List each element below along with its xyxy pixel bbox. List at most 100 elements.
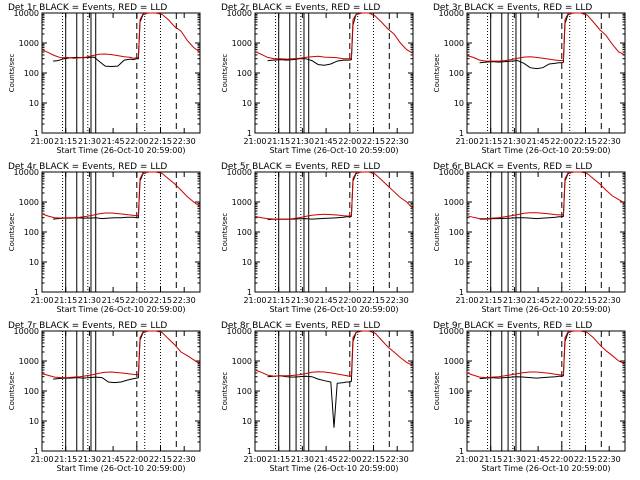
panel-7: Det 7r BLACK = Events, RED = LLD 1 10 100 10… [8, 321, 201, 473]
y-axis-label: Counts/sec [433, 54, 441, 93]
x-tick-label: 22:15 [574, 137, 597, 146]
x-tick-label: 21:45 [102, 455, 125, 464]
y-tick-label: 1000 [444, 39, 464, 48]
panel-title: Det 2r BLACK = Events, RED = LLD [221, 3, 380, 13]
y-tick-label: 10 [242, 99, 252, 108]
y-tick-label: 100 [449, 387, 464, 396]
series-events [53, 13, 147, 68]
y-tick-label: 100 [449, 69, 464, 78]
series-lld [466, 12, 626, 62]
panel-9: Det 9r BLACK = Events, RED = LLD 1 10 100 10… [433, 321, 626, 473]
y-tick-label: 100 [449, 228, 464, 237]
panel-1: Det 1r BLACK = Events, RED = LLD 1 10 100 10… [8, 3, 201, 155]
x-tick-label: 22:00 [338, 455, 361, 464]
y-tick-label: 100 [237, 69, 252, 78]
y-tick-label: 100 [237, 228, 252, 237]
x-axis-label: Start Time (26-Oct-10 20:59:00) [56, 305, 185, 314]
x-tick-label: 22:00 [550, 455, 573, 464]
x-tick-label: 22:00 [125, 455, 148, 464]
y-axis-label: Counts/sec [221, 372, 229, 411]
series-events [267, 172, 360, 221]
x-axis-label: Start Time (26-Oct-10 20:59:00) [269, 305, 398, 314]
y-tick-label: 1 [247, 447, 252, 456]
y-tick-label: 1 [247, 129, 252, 138]
series-lld [41, 330, 201, 379]
x-tick-label: 22:00 [125, 296, 148, 305]
x-tick-label: 21:15 [267, 296, 290, 305]
y-tick-label: 10 [29, 99, 39, 108]
x-tick-label: 22:15 [574, 296, 597, 305]
x-tick-label: 22:30 [598, 296, 621, 305]
series-lld [466, 171, 626, 220]
series-lld [254, 330, 414, 377]
y-tick-label: 1000 [444, 357, 464, 366]
x-tick-label: 21:30 [503, 296, 526, 305]
x-tick-label: 21:00 [243, 296, 266, 305]
x-tick-label: 22:00 [125, 137, 148, 146]
y-tick-label: 10000 [439, 168, 464, 177]
y-tick-label: 1 [459, 288, 464, 297]
y-axis-label: Counts/sec [221, 54, 229, 93]
x-tick-label: 21:30 [78, 455, 101, 464]
x-tick-label: 21:45 [315, 296, 338, 305]
x-tick-label: 22:30 [598, 455, 621, 464]
y-tick-label: 100 [24, 387, 39, 396]
y-tick-label: 10000 [14, 327, 39, 336]
panel-title: Det 6r BLACK = Events, RED = LLD [433, 162, 592, 172]
x-axis-label: Start Time (26-Oct-10 20:59:00) [269, 464, 398, 473]
x-tick-label: 21:45 [315, 137, 338, 146]
y-tick-label: 1000 [444, 198, 464, 207]
panel-title: Det 9r BLACK = Events, RED = LLD [433, 321, 592, 331]
x-axis-label: Start Time (26-Oct-10 20:59:00) [56, 464, 185, 473]
series-lld [41, 12, 201, 59]
series-lld [41, 171, 201, 219]
y-tick-label: 10 [454, 258, 464, 267]
x-tick-label: 21:30 [291, 455, 314, 464]
panel-title: Det 1r BLACK = Events, RED = LLD [8, 3, 167, 13]
x-tick-label: 22:15 [149, 296, 172, 305]
y-tick-label: 10 [454, 417, 464, 426]
y-tick-label: 100 [24, 228, 39, 237]
x-tick-label: 22:00 [338, 137, 361, 146]
x-tick-label: 22:30 [598, 137, 621, 146]
x-axis-label: Start Time (26-Oct-10 20:59:00) [481, 464, 610, 473]
y-tick-label: 1000 [19, 198, 39, 207]
y-tick-label: 1 [247, 288, 252, 297]
x-tick-label: 22:15 [574, 455, 597, 464]
x-tick-label: 21:45 [102, 296, 125, 305]
x-tick-label: 21:15 [54, 137, 77, 146]
series-events [267, 331, 360, 428]
y-tick-label: 10 [242, 258, 252, 267]
y-tick-label: 10000 [439, 9, 464, 18]
x-tick-label: 21:45 [527, 137, 550, 146]
x-axis-label: Start Time (26-Oct-10 20:59:00) [481, 146, 610, 155]
x-tick-label: 22:30 [173, 137, 196, 146]
y-tick-label: 100 [237, 387, 252, 396]
y-tick-label: 1 [34, 447, 39, 456]
x-tick-label: 21:00 [243, 455, 266, 464]
y-tick-label: 1 [459, 447, 464, 456]
x-tick-label: 22:15 [149, 455, 172, 464]
x-tick-label: 22:15 [149, 137, 172, 146]
y-tick-label: 1 [459, 129, 464, 138]
x-tick-label: 22:30 [386, 296, 409, 305]
x-tick-label: 21:30 [78, 296, 101, 305]
panel-title: Det 7r BLACK = Events, RED = LLD [8, 321, 167, 331]
y-tick-label: 10000 [227, 168, 252, 177]
panel-title: Det 3r BLACK = Events, RED = LLD [433, 3, 592, 13]
x-tick-label: 22:30 [386, 455, 409, 464]
y-tick-label: 1000 [232, 39, 252, 48]
series-events [479, 13, 572, 70]
x-tick-label: 21:15 [479, 296, 502, 305]
x-tick-label: 21:30 [78, 137, 101, 146]
y-axis-label: Counts/sec [221, 213, 229, 252]
series-lld [254, 171, 414, 220]
series-lld [466, 330, 626, 379]
y-tick-label: 1000 [232, 357, 252, 366]
panel-title: Det 4r BLACK = Events, RED = LLD [8, 162, 167, 172]
x-tick-label: 21:45 [315, 455, 338, 464]
x-tick-label: 22:15 [362, 296, 385, 305]
x-tick-label: 22:15 [362, 455, 385, 464]
panel-4: Det 4r BLACK = Events, RED = LLD 1 10 100 10… [8, 162, 201, 314]
